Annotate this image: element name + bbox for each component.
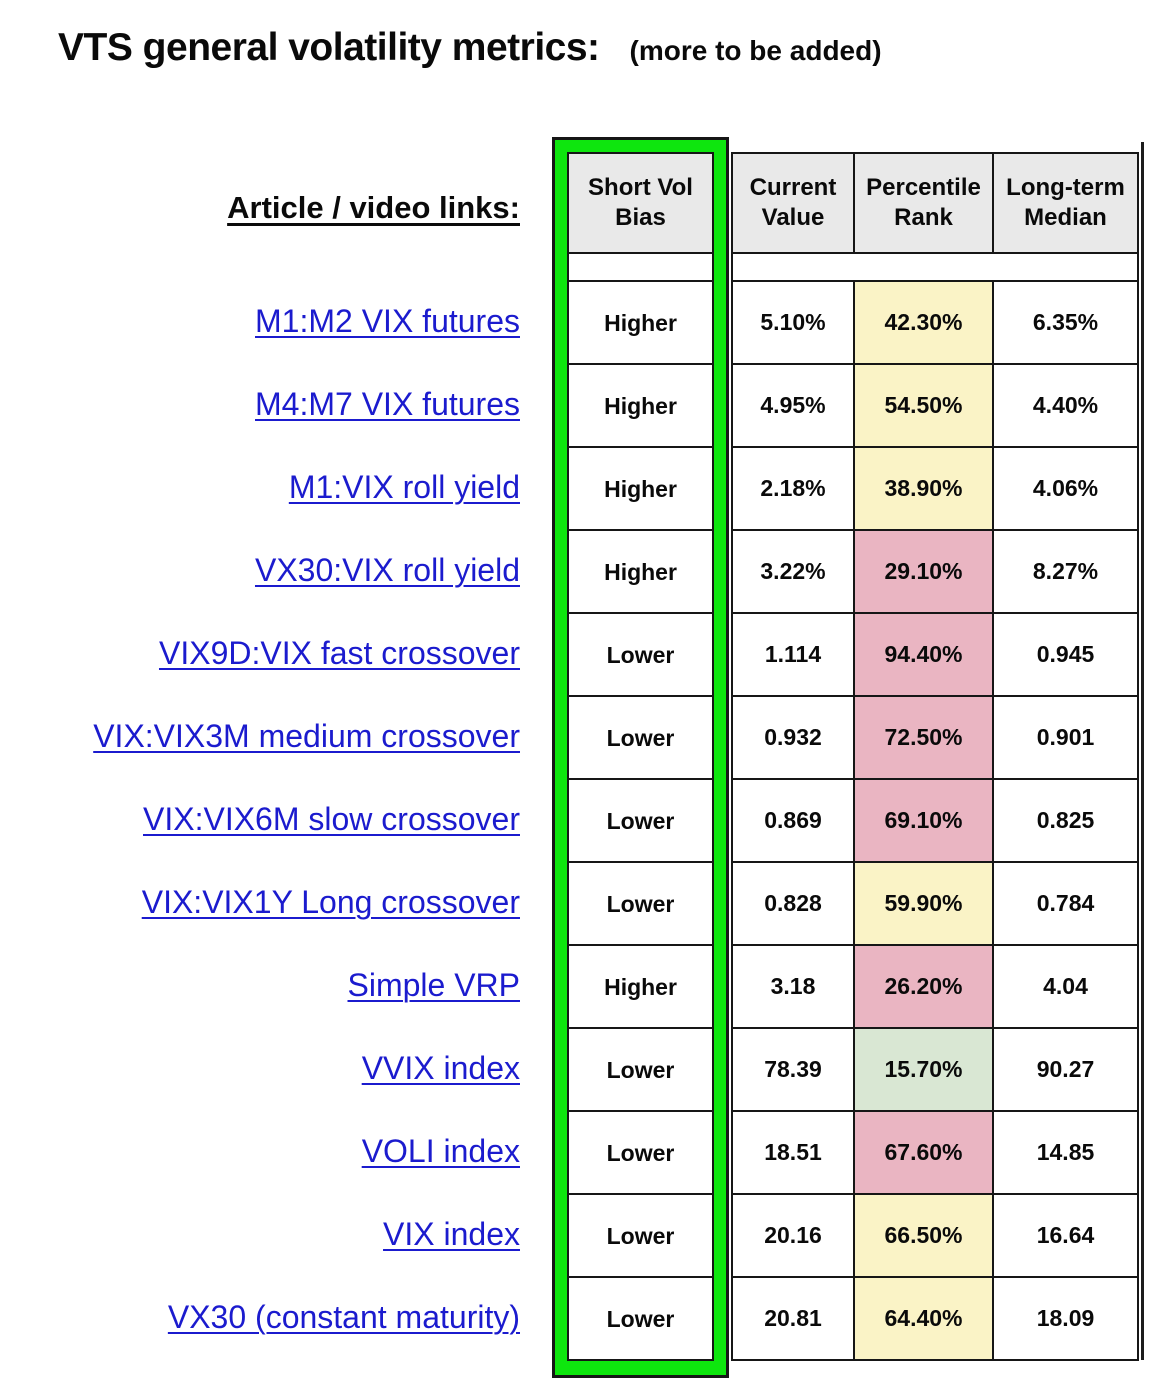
percentile-rank-cell: 69.10% bbox=[853, 778, 994, 863]
current-value-cell: 2.18% bbox=[731, 446, 855, 531]
median-cell: 0.945 bbox=[992, 612, 1139, 697]
page-title-note: (more to be added) bbox=[629, 35, 882, 66]
short-vol-bias-cell: Lower bbox=[567, 1276, 714, 1361]
article-link[interactable]: VIX:VIX6M slow crossover bbox=[143, 801, 520, 837]
table-row: 5.10% 42.30% 6.35% bbox=[731, 280, 1139, 365]
article-link[interactable]: M4:M7 VIX futures bbox=[255, 386, 520, 422]
page-title-main: VTS general volatility metrics: bbox=[58, 26, 600, 69]
separator-row bbox=[731, 252, 1139, 282]
article-link[interactable]: M1:M2 VIX futures bbox=[255, 303, 520, 339]
spreadsheet-grid-line bbox=[1141, 142, 1144, 1360]
current-value-cell: 5.10% bbox=[731, 280, 855, 365]
article-link[interactable]: M1:VIX roll yield bbox=[288, 469, 520, 505]
short-vol-bias-highlight-border: Short Vol Bias Higher Higher Higher Higher L… bbox=[552, 137, 729, 1378]
column-header-short-vol-bias: Short Vol Bias bbox=[567, 152, 714, 254]
table-row: 0.869 69.10% 0.825 bbox=[731, 778, 1139, 863]
median-cell: 16.64 bbox=[992, 1193, 1139, 1278]
short-vol-bias-cell: Lower bbox=[567, 861, 714, 946]
percentile-rank-cell: 72.50% bbox=[853, 695, 994, 780]
table-row: 0.828 59.90% 0.784 bbox=[731, 861, 1139, 946]
current-value-cell: 3.18 bbox=[731, 944, 855, 1029]
current-value-cell: 20.16 bbox=[731, 1193, 855, 1278]
article-link[interactable]: VIX9D:VIX fast crossover bbox=[158, 635, 520, 671]
table-row: 18.51 67.60% 14.85 bbox=[731, 1110, 1139, 1195]
table-row: 0.932 72.50% 0.901 bbox=[731, 695, 1139, 780]
current-value-cell: 4.95% bbox=[731, 363, 855, 448]
short-vol-bias-cell: Higher bbox=[567, 944, 714, 1029]
median-cell: 0.825 bbox=[992, 778, 1139, 863]
short-vol-bias-cell: Higher bbox=[567, 529, 714, 614]
percentile-rank-cell: 42.30% bbox=[853, 280, 994, 365]
median-cell: 8.27% bbox=[992, 529, 1139, 614]
short-vol-bias-cell: Lower bbox=[567, 1110, 714, 1195]
short-vol-bias-cell: Higher bbox=[567, 446, 714, 531]
article-link[interactable]: VIX:VIX1Y Long crossover bbox=[141, 884, 520, 920]
percentile-rank-cell: 59.90% bbox=[853, 861, 994, 946]
current-value-cell: 0.869 bbox=[731, 778, 855, 863]
separator-cell bbox=[731, 252, 1139, 282]
percentile-rank-cell: 38.90% bbox=[853, 446, 994, 531]
short-vol-bias-cell: Lower bbox=[567, 1027, 714, 1112]
percentile-rank-cell: 29.10% bbox=[853, 529, 994, 614]
short-vol-bias-cell: Lower bbox=[567, 612, 714, 697]
percentile-rank-cell: 54.50% bbox=[853, 363, 994, 448]
median-cell: 18.09 bbox=[992, 1276, 1139, 1361]
table-row: 4.95% 54.50% 4.40% bbox=[731, 363, 1139, 448]
article-link[interactable]: Simple VRP bbox=[347, 967, 521, 1003]
table-row: 78.39 15.70% 90.27 bbox=[731, 1027, 1139, 1112]
percentile-rank-cell: 66.50% bbox=[853, 1193, 994, 1278]
header-row: Current Value Percentile Rank Long-term … bbox=[731, 152, 1139, 254]
table-row: 3.18 26.20% 4.04 bbox=[731, 944, 1139, 1029]
current-value-cell: 3.22% bbox=[731, 529, 855, 614]
article-link[interactable]: VVIX index bbox=[361, 1050, 520, 1086]
current-value-cell: 18.51 bbox=[731, 1110, 855, 1195]
median-cell: 0.784 bbox=[992, 861, 1139, 946]
table-row: 2.18% 38.90% 4.06% bbox=[731, 446, 1139, 531]
percentile-rank-cell: 67.60% bbox=[853, 1110, 994, 1195]
current-value-cell: 20.81 bbox=[731, 1276, 855, 1361]
column-header-percentile-rank: Percentile Rank bbox=[853, 152, 994, 254]
page-title: VTS general volatility metrics: (more to … bbox=[58, 26, 882, 70]
median-cell: 4.40% bbox=[992, 363, 1139, 448]
current-value-cell: 0.932 bbox=[731, 695, 855, 780]
table-row: 20.16 66.50% 16.64 bbox=[731, 1193, 1139, 1278]
median-cell: 6.35% bbox=[992, 280, 1139, 365]
short-vol-bias-cell: Lower bbox=[567, 695, 714, 780]
table-row: 1.114 94.40% 0.945 bbox=[731, 612, 1139, 697]
article-link[interactable]: VX30 (constant maturity) bbox=[167, 1299, 520, 1335]
table-row: 20.81 64.40% 18.09 bbox=[731, 1276, 1139, 1361]
short-vol-bias-column: Short Vol Bias Higher Higher Higher Higher L… bbox=[567, 152, 714, 1361]
median-cell: 0.901 bbox=[992, 695, 1139, 780]
median-cell: 4.04 bbox=[992, 944, 1139, 1029]
table-row: 3.22% 29.10% 8.27% bbox=[731, 529, 1139, 614]
percentile-rank-cell: 26.20% bbox=[853, 944, 994, 1029]
percentile-rank-cell: 15.70% bbox=[853, 1027, 994, 1112]
short-vol-bias-cell: Higher bbox=[567, 280, 714, 365]
median-cell: 90.27 bbox=[992, 1027, 1139, 1112]
median-cell: 4.06% bbox=[992, 446, 1139, 531]
short-vol-bias-cell: Higher bbox=[567, 363, 714, 448]
article-link[interactable]: VOLI index bbox=[361, 1133, 520, 1169]
article-link[interactable]: VX30:VIX roll yield bbox=[254, 552, 520, 588]
percentile-rank-cell: 94.40% bbox=[853, 612, 994, 697]
article-link[interactable]: VIX index bbox=[383, 1216, 520, 1252]
short-vol-bias-cell: Lower bbox=[567, 778, 714, 863]
median-cell: 14.85 bbox=[992, 1110, 1139, 1195]
current-value-cell: 1.114 bbox=[731, 612, 855, 697]
column-header-long-term-median: Long-term Median bbox=[992, 152, 1139, 254]
metrics-table: Current Value Percentile Rank Long-term … bbox=[731, 152, 1139, 1361]
links-heading: Article / video links: bbox=[227, 190, 520, 225]
column-header-current-value: Current Value bbox=[731, 152, 855, 254]
current-value-cell: 0.828 bbox=[731, 861, 855, 946]
separator-cell bbox=[567, 252, 714, 282]
article-link[interactable]: VIX:VIX3M medium crossover bbox=[93, 718, 520, 754]
percentile-rank-cell: 64.40% bbox=[853, 1276, 994, 1361]
current-value-cell: 78.39 bbox=[731, 1027, 855, 1112]
short-vol-bias-cell: Lower bbox=[567, 1193, 714, 1278]
